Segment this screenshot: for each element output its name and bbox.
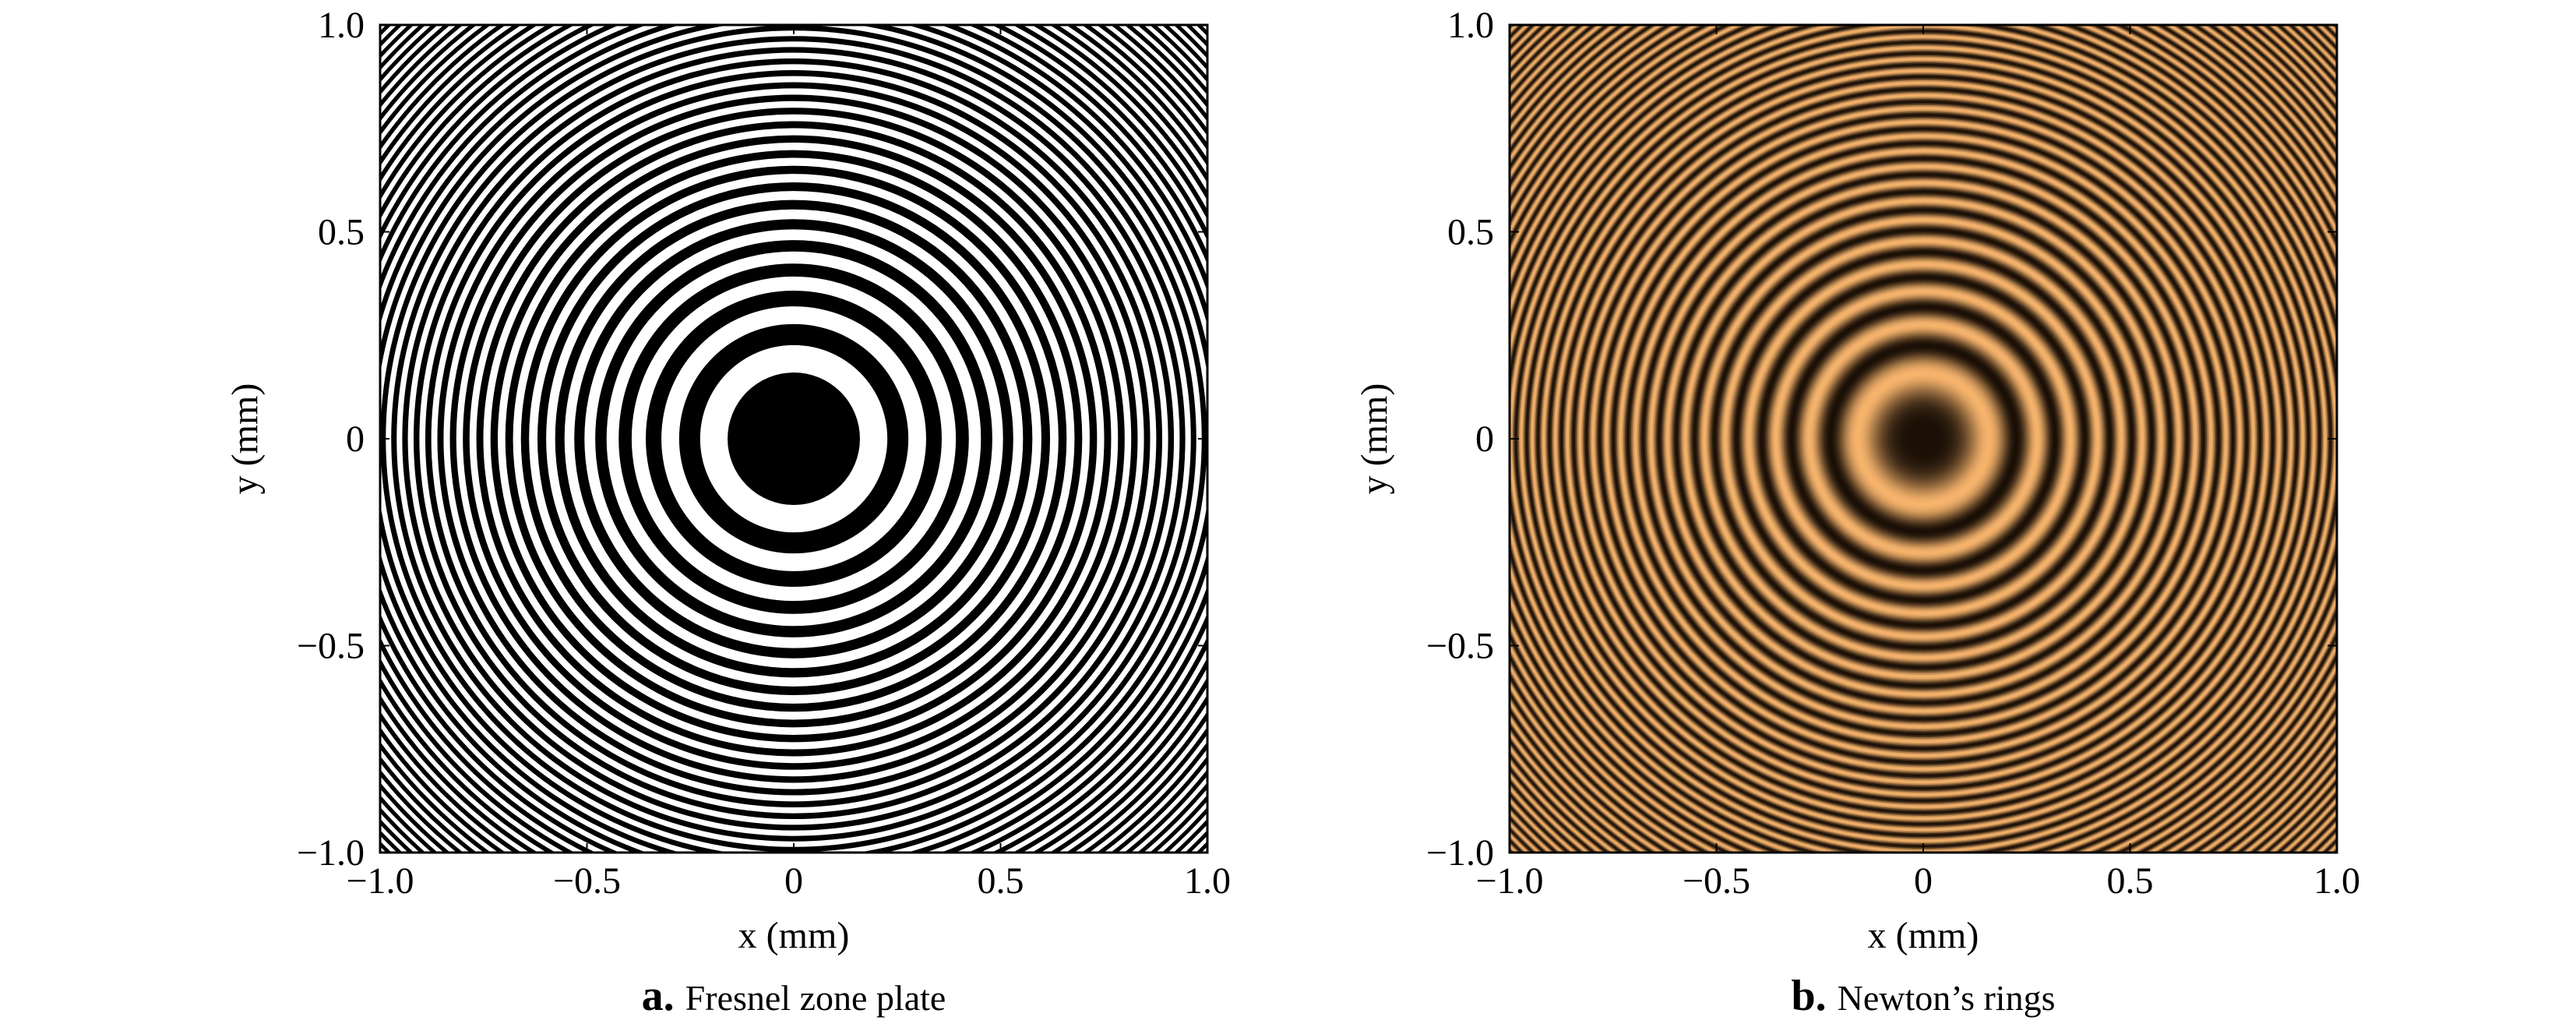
plot-area	[1510, 25, 2337, 853]
panel-caption: a. Fresnel zone plate	[642, 972, 946, 1020]
x-axis-label: x (mm)	[738, 915, 850, 956]
intensity-ring	[1922, 438, 1924, 440]
x-tick-label: 0	[784, 860, 803, 902]
zone-ring	[728, 373, 860, 505]
y-axis-label: y (mm)	[1354, 383, 1395, 495]
x-tick-label: 0	[1914, 860, 1933, 902]
plot-area	[380, 25, 1207, 853]
axis-ticks: −1.0 −0.5 0 0.5 1.0 −1.0 −0.5 0 0.5 1.0	[1426, 5, 2360, 902]
y-tick-label: −1.0	[1426, 832, 1494, 874]
y-tick-label: −0.5	[297, 626, 365, 667]
caption-text: Fresnel zone plate	[685, 978, 946, 1018]
caption-text: Newton’s rings	[1838, 978, 2056, 1018]
y-tick-label: 1.0	[1447, 5, 1494, 46]
y-tick-label: −0.5	[1426, 626, 1494, 667]
caption-letter: b.	[1792, 972, 1827, 1020]
panel-fresnel: −1.0 −0.5 0 0.5 1.0 −1.0 −0.5 0 0.5 1.0 x (mm) y …	[224, 5, 1231, 1020]
x-tick-label: 0.5	[2107, 860, 2154, 902]
axis-ticks: −1.0 −0.5 0 0.5 1.0 −1.0 −0.5 0 0.5 1.0	[297, 5, 1231, 902]
x-tick-label: −1.0	[1475, 860, 1543, 902]
panel-newton: −1.0 −0.5 0 0.5 1.0 −1.0 −0.5 0 0.5 1.0 x (mm) y …	[1354, 5, 2360, 1020]
y-tick-label: 0.5	[1447, 212, 1494, 253]
x-tick-label: −0.5	[1683, 860, 1750, 902]
ring-pattern	[380, 25, 1207, 853]
y-tick-label: 0.5	[318, 212, 365, 253]
y-tick-label: 0	[346, 418, 365, 460]
panel-caption: b. Newton’s rings	[1792, 972, 2056, 1020]
x-axis-label: x (mm)	[1868, 915, 1979, 956]
x-tick-label: 1.0	[1184, 860, 1231, 902]
x-tick-label: 1.0	[2313, 860, 2360, 902]
x-tick-label: −1.0	[346, 860, 414, 902]
y-tick-label: 1.0	[318, 5, 365, 46]
x-tick-label: 0.5	[978, 860, 1024, 902]
y-tick-label: −1.0	[297, 832, 365, 874]
y-axis-label: y (mm)	[224, 383, 266, 495]
y-tick-label: 0	[1475, 418, 1494, 460]
ring-pattern	[1510, 25, 2337, 853]
x-tick-label: −0.5	[553, 860, 621, 902]
caption-letter: a.	[642, 972, 675, 1020]
